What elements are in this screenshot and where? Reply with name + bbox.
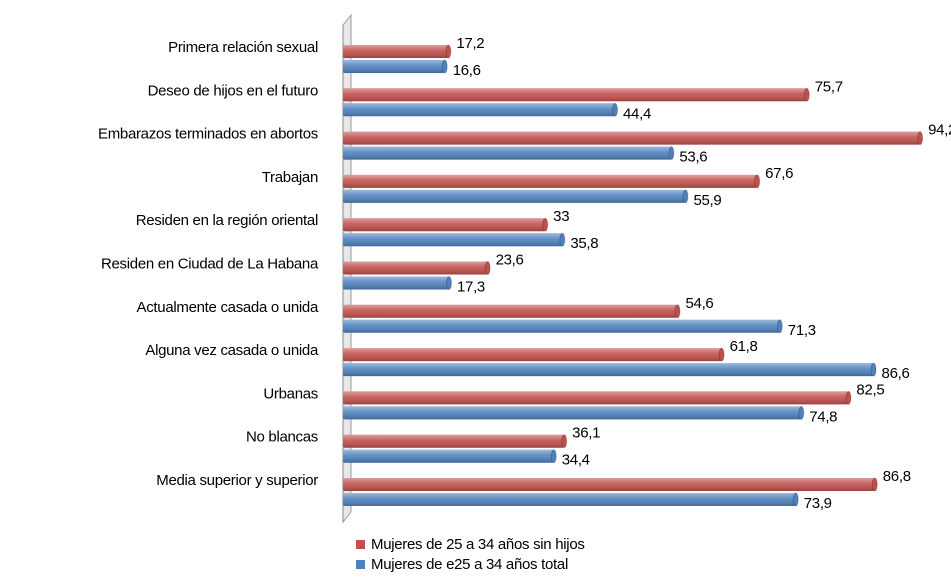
legend-label: Mujeres de e25 a 34 años total (371, 556, 568, 573)
bar-cap (718, 347, 725, 362)
value-label: 61,8 (730, 338, 758, 355)
bar-shine (343, 319, 780, 333)
bar-shine (343, 493, 796, 506)
category-label: Primera relación sexual (168, 39, 318, 56)
bar-cap (445, 276, 452, 290)
bar-cap (441, 59, 448, 74)
category-label: Embarazos terminados en abortos (98, 126, 318, 143)
bar-shine (343, 304, 678, 318)
bar-cap (668, 146, 675, 161)
value-label: 82,5 (856, 381, 884, 398)
value-label: 35,8 (570, 235, 598, 252)
value-label: 17,3 (457, 278, 485, 295)
bar-shine (343, 449, 554, 463)
bar-cap (682, 189, 689, 204)
bar-shine (343, 276, 449, 290)
category-label: Residen en la región oriental (136, 212, 318, 229)
bar-shine (343, 478, 875, 491)
bar-cap (674, 304, 681, 319)
value-label: 74,8 (809, 408, 837, 425)
bar-shine (343, 45, 449, 58)
value-label: 53,6 (679, 149, 707, 166)
value-label: 86,6 (882, 365, 910, 382)
bar-cap (870, 362, 877, 377)
bar-shine (343, 406, 802, 420)
value-label: 44,4 (623, 105, 651, 122)
bar-cap (792, 492, 799, 507)
bar-cap (776, 319, 783, 334)
bar-cap (445, 44, 452, 59)
value-label: 94,2 (928, 122, 951, 139)
bar-shine (343, 391, 849, 405)
bar-shine (343, 189, 686, 203)
bar-cap (484, 261, 491, 275)
bar-shine (343, 103, 616, 117)
bar-cap (871, 477, 878, 492)
bar-shine (343, 348, 722, 362)
bar-cap (559, 232, 566, 247)
value-label: 73,9 (804, 495, 832, 512)
bar-cap (917, 131, 924, 146)
bar-shine (343, 174, 758, 188)
value-label: 75,7 (815, 78, 843, 95)
value-label: 86,8 (883, 468, 911, 485)
bar-shine (343, 218, 546, 232)
bar-cap (798, 405, 805, 420)
category-label: Media superior y superior (156, 472, 318, 489)
value-label: 67,6 (765, 165, 793, 182)
bar-shine (343, 60, 445, 73)
value-label: 71,3 (788, 322, 816, 339)
category-label: Residen en Ciudad de La Habana (101, 255, 319, 272)
value-label: 55,9 (693, 192, 721, 209)
bar-cap (612, 102, 619, 117)
bar-shine (343, 146, 672, 160)
bar-cap (845, 390, 852, 405)
value-label: 16,6 (453, 62, 481, 79)
bar-shine (343, 363, 874, 377)
bar-cap (754, 174, 761, 189)
category-label: Urbanas (263, 385, 318, 402)
bar-cap (542, 217, 549, 232)
bar-shine (343, 131, 921, 145)
legend-label: Mujeres de 25 a 34 años sin hijos (371, 536, 585, 553)
bar-shine (343, 233, 563, 247)
category-label: Alguna vez casada o unida (145, 342, 319, 359)
bar-shine (343, 261, 488, 275)
value-label: 17,2 (456, 35, 484, 52)
legend-swatch (356, 540, 365, 549)
bar-cap (803, 87, 810, 102)
value-label: 54,6 (685, 295, 713, 312)
value-label: 36,1 (572, 425, 600, 442)
bar-shine (343, 434, 565, 448)
value-label: 23,6 (496, 251, 524, 268)
bar-shine (343, 88, 807, 102)
value-label: 34,4 (562, 452, 590, 469)
bar-cap (550, 449, 557, 464)
bar-cap (561, 434, 568, 449)
category-label: No blancas (246, 429, 318, 446)
category-label: Deseo de hijos en el futuro (148, 82, 318, 99)
legend-swatch (356, 560, 365, 569)
category-label: Actualmente casada o unida (137, 299, 319, 316)
value-label: 33 (553, 208, 569, 225)
category-label: Trabajan (262, 169, 318, 186)
